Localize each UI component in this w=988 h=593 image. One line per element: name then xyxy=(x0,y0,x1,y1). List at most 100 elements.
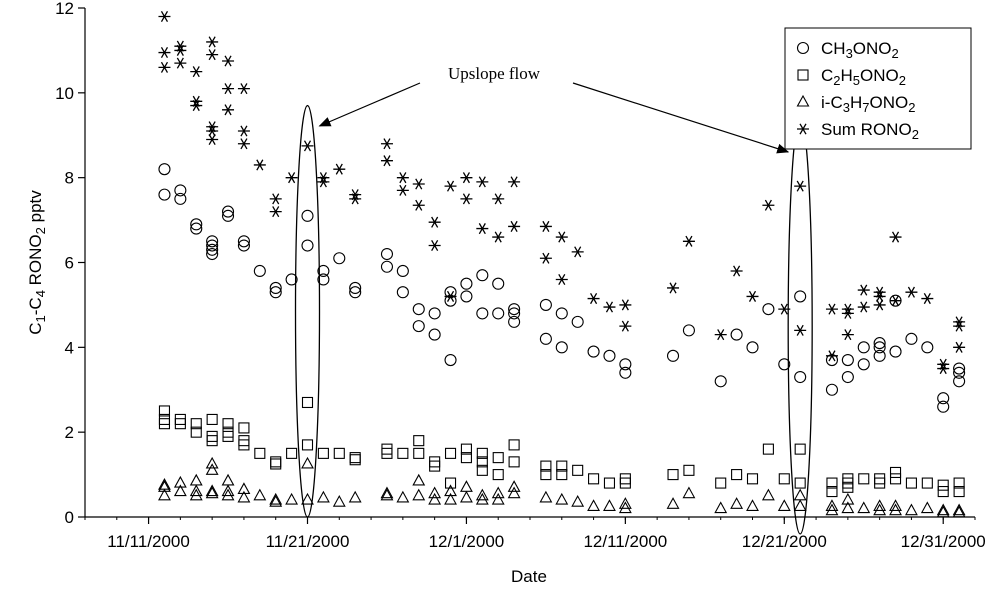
point-square xyxy=(683,464,695,476)
point-circle xyxy=(873,337,886,350)
point-asterisk xyxy=(206,133,219,146)
point-asterisk xyxy=(158,47,171,59)
point-triangle xyxy=(285,492,299,505)
point-triangle xyxy=(475,492,489,505)
highlight-ellipse-2 xyxy=(787,117,813,535)
point-asterisk xyxy=(873,290,886,302)
point-triangle xyxy=(793,488,807,501)
point-asterisk xyxy=(396,172,409,184)
point-triangle xyxy=(301,492,314,505)
point-circle xyxy=(349,286,362,299)
point-triangle xyxy=(491,486,505,499)
point-circle xyxy=(746,341,759,354)
point-asterisk xyxy=(794,324,807,336)
point-circle xyxy=(857,341,870,354)
point-triangle xyxy=(205,484,219,497)
point-triangle xyxy=(761,488,775,501)
y-tick-label: 12 xyxy=(55,0,74,18)
x-tick-label: 11/21/2000 xyxy=(266,532,350,551)
point-triangle xyxy=(555,492,569,505)
point-circle xyxy=(492,277,505,290)
point-asterisk xyxy=(428,240,441,252)
point-square xyxy=(540,460,552,472)
point-triangle xyxy=(952,505,966,518)
point-square xyxy=(286,447,298,459)
point-triangle xyxy=(205,456,219,469)
point-circle xyxy=(412,320,425,333)
point-square xyxy=(572,464,584,476)
point-circle xyxy=(603,349,616,362)
point-square xyxy=(460,452,472,464)
point-asterisk xyxy=(953,341,966,353)
point-circle xyxy=(762,303,775,316)
point-asterisk xyxy=(571,246,584,258)
point-square xyxy=(476,456,488,468)
point-circle xyxy=(953,375,966,388)
point-circle xyxy=(396,286,409,299)
point-triangle xyxy=(348,490,362,503)
point-triangle xyxy=(730,497,744,509)
point-square xyxy=(762,443,774,455)
point-asterisk xyxy=(253,159,266,171)
point-asterisk xyxy=(555,273,568,285)
point-asterisk xyxy=(682,235,695,247)
point-square xyxy=(206,430,218,442)
point-triangle xyxy=(682,486,696,499)
series-3 xyxy=(158,456,966,518)
point-triangle xyxy=(666,497,680,509)
point-asterisk xyxy=(206,121,219,133)
point-triangle xyxy=(221,484,235,497)
point-triangle xyxy=(444,484,457,497)
point-square xyxy=(508,456,520,468)
point-circle xyxy=(730,328,743,341)
point-square xyxy=(889,466,902,479)
point-square xyxy=(333,447,345,459)
point-circle xyxy=(317,264,330,278)
point-triangle xyxy=(841,501,855,514)
point-circle xyxy=(380,260,394,273)
point-asterisk xyxy=(905,286,918,298)
point-square xyxy=(476,447,488,459)
x-axis-title: Date xyxy=(511,567,547,586)
point-triangle xyxy=(380,488,394,501)
point-square xyxy=(222,430,234,442)
point-asterisk xyxy=(158,61,171,73)
legend-label-1: CH3ONO2 xyxy=(821,39,899,61)
point-square xyxy=(667,469,679,481)
point-square xyxy=(937,485,949,498)
point-circle xyxy=(857,358,870,371)
point-triangle xyxy=(507,486,521,499)
point-triangle xyxy=(237,482,251,494)
point-circle xyxy=(221,209,235,222)
point-square xyxy=(206,435,218,447)
point-square xyxy=(158,405,171,417)
point-triangle xyxy=(396,490,410,503)
point-asterisk xyxy=(396,184,409,196)
point-triangle xyxy=(889,503,902,516)
point-circle xyxy=(508,303,521,316)
point-triangle xyxy=(539,490,553,503)
point-circle xyxy=(460,290,473,303)
annotation-label: Upslope flow xyxy=(448,64,541,83)
point-triangle xyxy=(873,499,887,511)
point-asterisk xyxy=(825,350,838,362)
point-asterisk xyxy=(428,216,441,228)
point-circle xyxy=(206,235,219,248)
point-square xyxy=(556,469,568,481)
point-square xyxy=(381,443,393,455)
point-asterisk xyxy=(619,299,632,311)
point-triangle xyxy=(603,499,616,511)
point-circle xyxy=(508,315,521,328)
point-circle xyxy=(508,307,521,320)
y-axis-title: C1-C4 RONO2 pptv xyxy=(26,190,48,335)
point-asterisk xyxy=(444,290,457,302)
point-square xyxy=(238,422,250,434)
point-circle xyxy=(380,247,394,261)
point-triangle xyxy=(873,503,887,516)
point-circle xyxy=(190,218,203,231)
point-asterisk xyxy=(222,55,235,67)
point-triangle xyxy=(269,492,283,505)
annotation-arrow-left xyxy=(318,82,421,127)
point-circle xyxy=(921,341,934,354)
